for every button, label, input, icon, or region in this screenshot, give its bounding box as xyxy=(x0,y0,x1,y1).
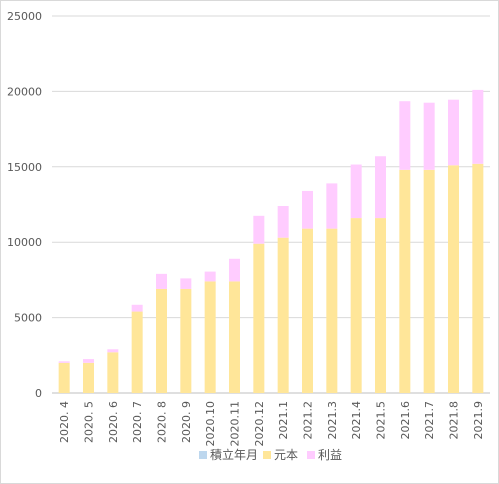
bar-利益-2020.12 xyxy=(253,215,265,244)
y-tick-label: 0 xyxy=(35,387,42,400)
x-tick-label: 2021.5 xyxy=(375,401,388,440)
x-tick-label: 2021.6 xyxy=(399,401,412,440)
bar-元本-2020. 6 xyxy=(107,352,119,393)
bar-元本-2021.9 xyxy=(472,163,484,393)
bar-利益-2020. 5 xyxy=(83,359,94,363)
legend-swatch xyxy=(199,451,207,459)
x-tick-label: 2020.11 xyxy=(229,401,242,447)
bar-元本-2020.12 xyxy=(253,243,265,393)
x-tick-label: 2020.12 xyxy=(253,401,266,447)
bar-利益-2020.11 xyxy=(229,258,240,282)
bar-元本-2020. 9 xyxy=(180,288,192,393)
bar-元本-2021.7 xyxy=(423,169,435,393)
x-tick-label: 2021.2 xyxy=(302,401,315,440)
bar-利益-2021.5 xyxy=(375,156,386,219)
bar-利益-2021.8 xyxy=(448,99,459,166)
y-tick-label: 10000 xyxy=(7,236,42,249)
x-tick-label: 2020. 9 xyxy=(180,401,193,443)
bar-元本-2021.6 xyxy=(399,169,411,393)
bar-元本-2021.5 xyxy=(375,218,386,393)
bar-元本-2021.4 xyxy=(350,218,362,393)
legend-item-積立年月: 積立年月 xyxy=(199,447,258,462)
legend-label: 積立年月 xyxy=(210,447,258,462)
bar-利益-2020. 7 xyxy=(131,304,143,312)
bar-利益-2020. 6 xyxy=(107,349,119,353)
bar-利益-2021.1 xyxy=(277,206,289,238)
bar-利益-2021.9 xyxy=(472,89,484,164)
x-tick-label: 2021.9 xyxy=(472,401,485,440)
bar-元本-2020.10 xyxy=(204,281,216,393)
legend-item-利益: 利益 xyxy=(307,448,342,462)
bar-元本-2021.2 xyxy=(302,228,313,393)
legend-label: 元本 xyxy=(274,448,298,462)
bar-元本-2020.11 xyxy=(229,281,240,393)
x-tick-label: 2020. 5 xyxy=(83,401,96,443)
legend-swatch xyxy=(263,451,271,459)
legend-label: 利益 xyxy=(318,448,342,462)
y-tick-label: 20000 xyxy=(7,85,42,98)
y-tick-label: 5000 xyxy=(14,312,42,325)
bar-利益-2020. 8 xyxy=(156,273,167,289)
x-tick-label: 2021.3 xyxy=(326,401,339,440)
x-tick-label: 2020. 7 xyxy=(131,401,144,443)
x-tick-label: 2021.1 xyxy=(277,401,290,440)
x-tick-label: 2020.10 xyxy=(204,401,217,447)
bar-元本-2021.1 xyxy=(277,237,289,393)
bar-元本-2020. 5 xyxy=(83,362,94,393)
y-tick-label: 25000 xyxy=(7,10,42,23)
x-tick-label: 2020. 6 xyxy=(107,401,120,443)
x-tick-label: 2020. 8 xyxy=(156,401,169,443)
x-tick-label: 2021.8 xyxy=(448,401,461,440)
bar-利益-2021.7 xyxy=(423,102,435,170)
bar-利益-2021.4 xyxy=(350,164,362,219)
x-tick-label: 2021.4 xyxy=(350,401,363,440)
legend-swatch xyxy=(307,451,315,459)
bar-元本-2020. 8 xyxy=(156,288,167,393)
legend-item-元本: 元本 xyxy=(263,448,298,462)
bar-利益-2020.10 xyxy=(204,271,216,282)
x-tick-label: 2021.7 xyxy=(423,401,436,440)
bar-利益-2021.6 xyxy=(399,101,411,170)
bar-元本-2021.3 xyxy=(326,228,338,393)
y-tick-label: 15000 xyxy=(7,161,42,174)
bar-利益-2020. 4 xyxy=(58,361,70,363)
bar-元本-2020. 7 xyxy=(131,311,143,393)
x-tick-label: 2020. 4 xyxy=(58,401,71,443)
bar-利益-2020. 9 xyxy=(180,278,192,289)
bar-元本-2021.8 xyxy=(448,165,459,393)
bar-利益-2021.2 xyxy=(302,190,313,229)
bar-元本-2020. 4 xyxy=(58,362,70,393)
bar-利益-2021.3 xyxy=(326,183,338,229)
